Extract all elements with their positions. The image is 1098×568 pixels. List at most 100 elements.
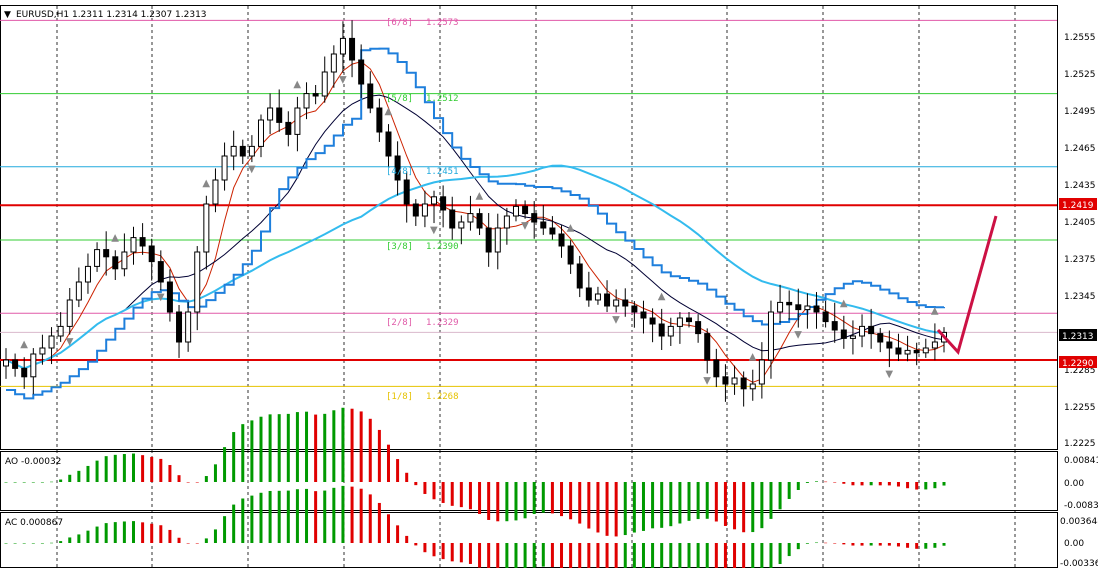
fractal-up-icon: ▲	[293, 79, 301, 90]
candle-bear	[604, 293, 611, 307]
ao-bar	[459, 482, 463, 508]
ao-bar	[250, 420, 254, 482]
ac-bar	[350, 486, 354, 543]
candle-bear	[540, 221, 547, 229]
candle-bull	[130, 237, 137, 253]
ac-bar	[259, 492, 263, 543]
ac-bar	[714, 543, 718, 568]
ao-bar	[896, 482, 900, 487]
ao-title: AO -0.00032	[5, 457, 61, 467]
ao-bar	[232, 432, 236, 482]
ao-bar	[22, 482, 26, 483]
ao-bar	[623, 482, 627, 536]
dropdown-triangle-icon[interactable]: ▼	[4, 10, 11, 20]
candle-bear	[558, 233, 565, 247]
ac-bar	[314, 491, 318, 543]
current-price-tag: 1.2313	[1062, 332, 1094, 342]
fractal-down-icon: ▼	[157, 292, 165, 303]
ao-bar	[705, 482, 709, 519]
ao-bar	[760, 482, 764, 529]
candle-bull	[922, 347, 929, 354]
candle-bull	[303, 93, 310, 109]
candle-bull	[257, 119, 264, 147]
candle-bear	[485, 227, 492, 253]
ac-bar	[186, 543, 190, 544]
candle-bear	[239, 145, 246, 157]
price-tick: 1.2285	[1064, 366, 1096, 376]
fractal-down-icon: ▼	[612, 314, 620, 325]
ao-bar	[614, 482, 618, 537]
fractal-down-icon: ▼	[794, 330, 802, 341]
candle-bear	[722, 376, 729, 385]
ao-bar	[833, 482, 837, 483]
fractal-up-icon: ▲	[749, 352, 757, 363]
candle-bear	[358, 59, 365, 85]
ao-bar	[441, 482, 445, 503]
ac-bar	[824, 542, 828, 544]
ac-bar	[787, 543, 791, 557]
murrey-label-4-8: [4/8]	[386, 167, 413, 177]
ac-bar	[696, 543, 700, 568]
murrey-value-4-8: 1.2451	[426, 167, 459, 177]
candle-bull	[594, 293, 601, 301]
price-tick: 1.2435	[1064, 181, 1096, 191]
fractal-down-icon: ▼	[885, 369, 893, 380]
fractal-up-icon: ▲	[476, 190, 484, 201]
candle-bear	[176, 311, 183, 343]
ac-bar	[195, 543, 199, 544]
price-tick: 1.2465	[1064, 144, 1096, 154]
ac-bar	[113, 522, 117, 543]
ac-tick: -0.00336	[1060, 559, 1098, 568]
ac-bar	[40, 543, 44, 544]
price-tick: 1.2225	[1064, 439, 1096, 449]
candle-bear	[740, 377, 747, 390]
ac-bar	[77, 534, 81, 543]
ao-bar	[696, 482, 700, 520]
ao-bar	[660, 482, 664, 528]
ao-bar	[733, 482, 737, 530]
ao-bar	[113, 454, 117, 482]
ac-title: AC 0.000867	[5, 518, 63, 528]
candle-bull	[494, 227, 501, 253]
ao-bar	[796, 482, 800, 490]
ac-bar	[450, 543, 454, 562]
ac-bar	[751, 543, 755, 568]
fractal-down-icon: ▼	[66, 337, 74, 348]
ao-bar	[632, 482, 636, 533]
ao-bar	[605, 482, 609, 536]
ao-bar	[651, 482, 655, 529]
candle-bull	[777, 301, 784, 313]
ao-bar	[596, 482, 600, 533]
ao-bar	[505, 482, 509, 522]
ac-bar	[641, 543, 645, 568]
ac-bar	[705, 543, 709, 568]
ac-bar	[295, 489, 299, 543]
ao-bar	[150, 456, 154, 482]
ac-bar	[277, 490, 281, 543]
ao-bar	[915, 482, 919, 490]
ac-bar	[605, 543, 609, 568]
ac-bar	[578, 543, 582, 568]
murrey-value-2-8: 1.2329	[426, 318, 459, 328]
ao-bar	[31, 482, 35, 483]
level-tag-bg	[1059, 198, 1097, 210]
indicator-lines	[5, 47, 945, 400]
ac-bar	[915, 543, 919, 549]
ao-bar	[532, 482, 536, 515]
ac-bar	[596, 543, 600, 568]
ma-long-line	[5, 164, 945, 370]
ao-bar	[805, 482, 809, 483]
ao-bar	[77, 470, 81, 482]
ac-bar	[769, 543, 773, 568]
candle-bull	[758, 359, 765, 385]
ac-bar	[514, 543, 518, 568]
forecast-arrow-icon	[936, 215, 998, 356]
candle-bear	[895, 347, 902, 355]
ao-bar	[669, 482, 673, 527]
ac-bar	[396, 525, 400, 543]
ac-bar	[651, 543, 655, 568]
ac-bar	[22, 543, 26, 544]
candle-bull	[503, 215, 510, 229]
